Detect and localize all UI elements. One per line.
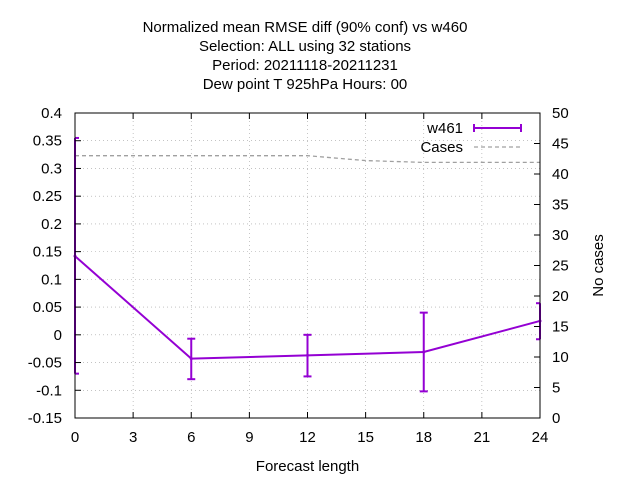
y2-axis-label: No cases xyxy=(590,234,607,297)
x-axis-label: Forecast length xyxy=(256,458,359,475)
chart-title-line: Normalized mean RMSE diff (90% conf) vs … xyxy=(143,19,468,36)
y-tick-label: 0.1 xyxy=(41,271,62,288)
x-tick-label: 15 xyxy=(357,429,374,446)
y2-tick-label: 40 xyxy=(552,166,569,183)
y2-tick-label: 25 xyxy=(552,258,569,275)
x-tick-label: 9 xyxy=(245,429,253,446)
x-tick-label: 12 xyxy=(299,429,316,446)
y2-tick-label: 15 xyxy=(552,319,569,336)
series-w461 xyxy=(73,136,542,393)
y2-tick-label: 5 xyxy=(552,380,560,397)
series-cases xyxy=(75,155,540,164)
x-tick-label: 0 xyxy=(71,429,79,446)
y2-tick-label: 10 xyxy=(552,349,569,366)
y-axis-left: -0.15 -0.1 -0.05 0 0.05 0.1 0.15 0.2 0.25 0.3 0.35… xyxy=(28,105,81,427)
legend: w461 Cases xyxy=(420,120,522,156)
chart-title-line: Period: 20211118-20211231 xyxy=(212,57,398,74)
y-tick-label: 0.15 xyxy=(33,244,62,261)
y-tick-label: -0.05 xyxy=(28,355,62,372)
y-axis-right: 0 5 10 15 20 25 30 35 40 45 50 xyxy=(534,105,569,427)
x-tick-label: 24 xyxy=(532,429,549,446)
y-tick-label: 0 xyxy=(54,327,62,344)
x-tick-label: 18 xyxy=(415,429,432,446)
y2-tick-label: 0 xyxy=(552,410,560,427)
y-tick-label: 0.4 xyxy=(41,105,62,122)
legend-label-w461: w461 xyxy=(426,120,463,137)
y-tick-label: -0.15 xyxy=(28,410,62,427)
w461-point xyxy=(189,357,193,361)
w461-point xyxy=(422,350,426,354)
chart-title: Normalized mean RMSE diff (90% conf) vs … xyxy=(143,19,468,93)
chart-title-line: Selection: ALL using 32 stations xyxy=(199,38,411,55)
chart-title-line: Dew point T 925hPa Hours: 00 xyxy=(203,76,408,93)
w461-point xyxy=(306,353,309,357)
legend-label-cases: Cases xyxy=(420,139,463,156)
y2-tick-label: 35 xyxy=(552,197,569,214)
y-tick-label: 0.2 xyxy=(41,216,62,233)
x-tick-label: 21 xyxy=(474,429,491,446)
cases-line xyxy=(75,155,540,164)
y-tick-label: 0.3 xyxy=(41,160,62,177)
y2-tick-label: 30 xyxy=(552,227,569,244)
y2-tick-label: 50 xyxy=(552,105,569,122)
x-axis: 0 3 6 9 12 15 18 21 24 xyxy=(71,113,549,446)
y-tick-label: 0.05 xyxy=(33,299,62,316)
y2-tick-label: 20 xyxy=(552,288,569,305)
x-tick-label: 3 xyxy=(129,429,137,446)
y2-tick-label: 45 xyxy=(552,136,569,153)
x-tick-label: 6 xyxy=(187,429,195,446)
y-tick-label: -0.1 xyxy=(36,382,62,399)
y-tick-label: 0.25 xyxy=(33,188,62,205)
y-tick-label: 0.35 xyxy=(33,133,62,150)
